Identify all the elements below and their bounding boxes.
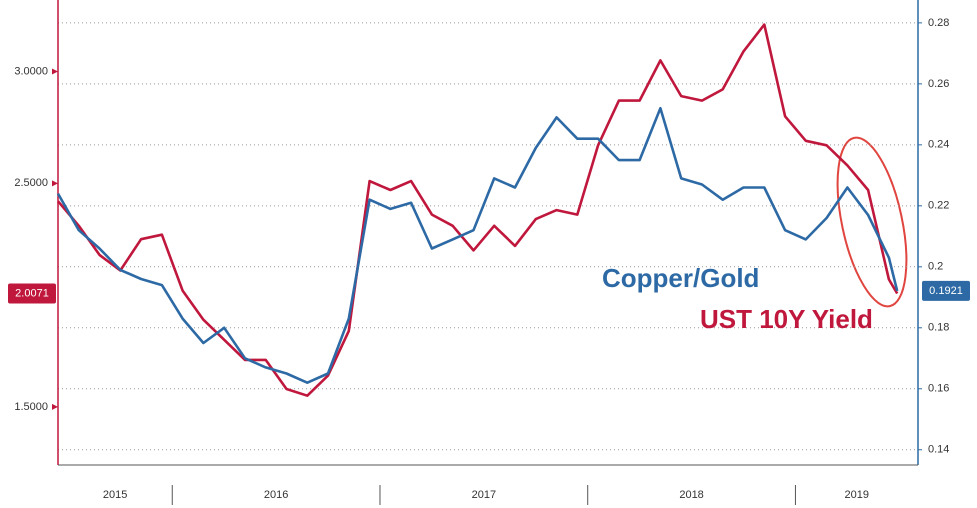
y2-tick-label: 0.24: [928, 139, 949, 151]
last-value-label: 2.0071: [15, 287, 49, 299]
y2-tick-label: 0.18: [928, 322, 949, 334]
y2-tick-label: 0.2: [928, 261, 943, 273]
y-tick-label: 2.5000: [14, 177, 48, 189]
y2-tick-label: 0.22: [928, 200, 949, 212]
y2-tick-label: 0.16: [928, 383, 949, 395]
x-tick-label: 2017: [472, 489, 496, 501]
series-line: [57, 23, 899, 397]
series-line: [56, 106, 899, 384]
y2-tick-label: 0.14: [928, 444, 949, 456]
y-tick-label: 3.0000: [14, 65, 48, 77]
last-value-box: [8, 283, 56, 304]
annotation: UST 10Y Yield: [700, 304, 873, 334]
annotation: Copper/Gold: [602, 263, 759, 293]
y-tick: [52, 180, 58, 187]
y2-tick-label: 0.26: [928, 78, 949, 90]
y-tick: [52, 68, 58, 75]
y-tick: [52, 403, 58, 410]
last-value-label: 0.1921: [929, 285, 963, 297]
x-tick-label: 2018: [679, 489, 703, 501]
y2-tick-label: 0.28: [928, 17, 949, 29]
highlight-ellipse: [836, 136, 908, 308]
x-tick-label: 2015: [103, 489, 127, 501]
x-tick-label: 2016: [264, 489, 288, 501]
y-tick-label: 1.5000: [14, 401, 48, 413]
last-value-box: [922, 280, 970, 301]
x-tick-label: 2019: [844, 489, 868, 501]
